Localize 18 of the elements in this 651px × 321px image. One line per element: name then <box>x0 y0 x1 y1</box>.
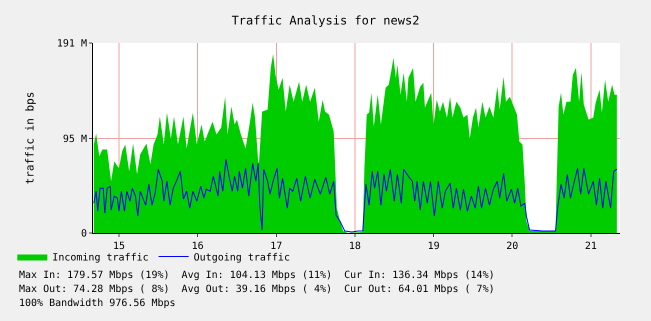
line-series <box>93 158 618 233</box>
legend-label: Incoming traffic <box>52 252 149 264</box>
text: Max In: 179.57 Mbps (19%) Avg In: 104.13 Mbps (11%) Cur In: 136.34 Mbps (14%) <box>19 270 495 281</box>
x-tick-label: 21 <box>584 241 597 252</box>
text: 100% Bandwidth 976.56 Mbps <box>19 298 176 309</box>
y-tick-label: 191 M <box>56 38 87 50</box>
y-tick-label: 0 <box>80 228 87 240</box>
text: Max Out: 74.28 Mbps ( 8%) Avg Out: 39.16 Mbps ( 4%) Cur Out: 64.01 Mbps ( 7%) <box>19 284 495 295</box>
x-tick-label: 17 <box>270 241 282 252</box>
x-tick-label: 16 <box>192 241 204 252</box>
x-tick-label: 20 <box>506 241 518 252</box>
y-axis-title: traffic in bps <box>24 92 37 184</box>
x-tick-label: 18 <box>348 241 361 252</box>
x-tick-label: 15 <box>112 241 125 252</box>
legend-label: Outgoing traffic <box>194 252 290 264</box>
y-tick-label: 95 M <box>62 134 87 145</box>
chart-title: Traffic Analysis for news2 <box>232 13 420 28</box>
x-tick-label: 19 <box>428 241 440 252</box>
